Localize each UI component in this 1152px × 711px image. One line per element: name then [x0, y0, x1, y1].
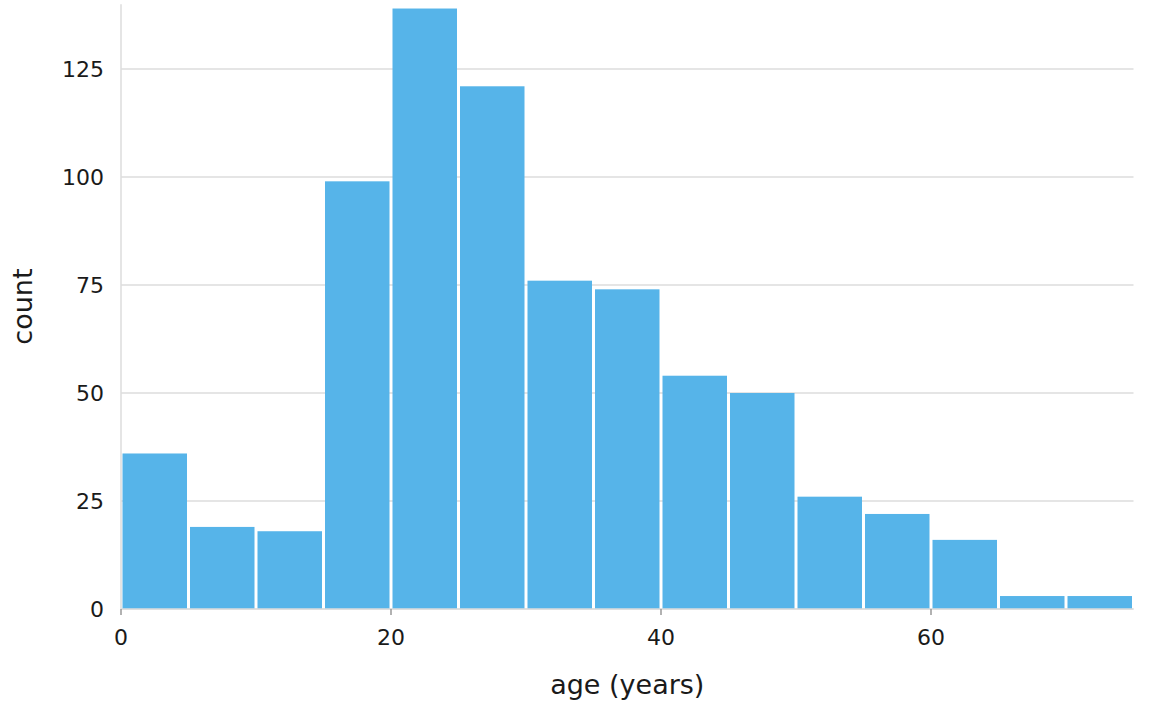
y-tick-label: 100	[62, 165, 104, 190]
bar	[190, 527, 255, 609]
y-tick-label: 0	[90, 597, 104, 622]
bar	[393, 9, 458, 609]
bar	[460, 86, 525, 609]
grid-line	[121, 608, 1134, 610]
y-tick-label: 25	[76, 489, 104, 514]
grid-line	[121, 284, 1134, 286]
x-tick	[120, 609, 122, 615]
y-tick-label: 75	[76, 273, 104, 298]
x-tick	[930, 609, 932, 615]
grid-line	[121, 68, 1134, 70]
x-tick-label: 40	[647, 625, 675, 650]
x-axis-title: age (years)	[550, 669, 704, 700]
y-tick-label: 125	[62, 57, 104, 82]
chart: 0 25 50 75 100 125 0 20 40 60 age (years) count	[0, 0, 1152, 711]
x-tick-label: 20	[377, 625, 405, 650]
bar	[1000, 596, 1065, 609]
y-tick-label: 50	[76, 381, 104, 406]
bar	[798, 497, 863, 609]
x-tick-label: 60	[917, 625, 945, 650]
bar	[595, 289, 660, 609]
bar	[123, 453, 188, 609]
x-tick	[390, 609, 392, 615]
bar	[663, 376, 728, 609]
bar	[730, 393, 795, 609]
x-tick-label: 0	[114, 625, 128, 650]
x-axis-line	[121, 608, 1134, 610]
bar	[258, 531, 323, 609]
bar	[528, 281, 593, 609]
x-tick	[660, 609, 662, 615]
bars	[123, 9, 1133, 609]
y-axis-title: count	[7, 269, 38, 345]
bar	[1068, 596, 1133, 609]
y-axis-line	[120, 4, 122, 609]
grid-line	[121, 176, 1134, 178]
bar	[933, 540, 998, 609]
bar	[865, 514, 930, 609]
bar	[325, 181, 390, 609]
